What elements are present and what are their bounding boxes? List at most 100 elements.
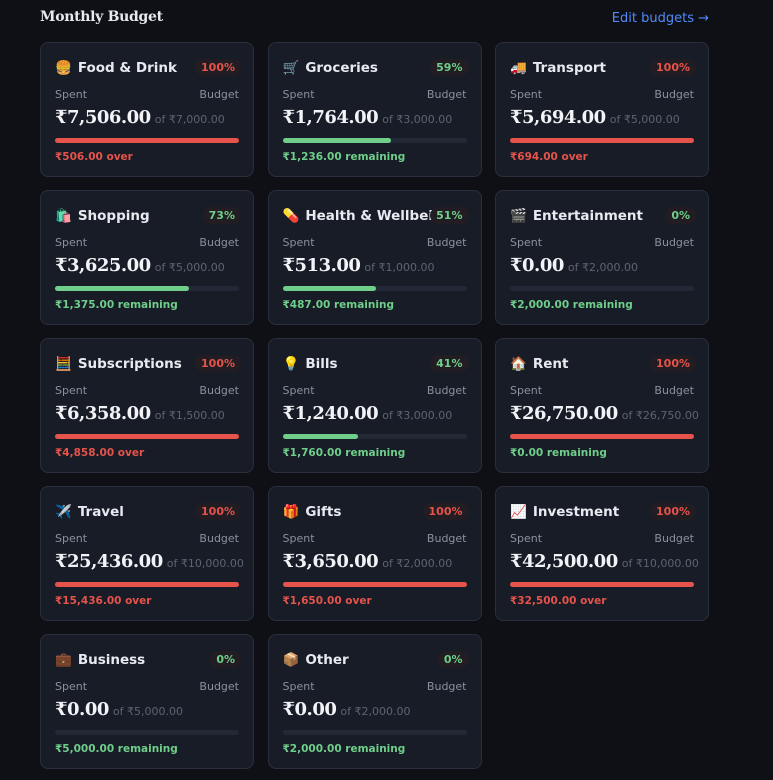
category-name: 🎁 Gifts <box>283 504 342 520</box>
category-icon: 📈 <box>510 504 527 520</box>
category-name: 🍔 Food & Drink <box>55 60 177 76</box>
budget-card[interactable]: 📦 Other 0% Spent Budget ₹0.00 of ₹2,000.00 ₹2,0… <box>267 634 482 769</box>
budget-card[interactable]: 💡 Bills 41% Spent Budget ₹1,240.00 of ₹3,000.0… <box>267 338 482 473</box>
budget-label: Budget <box>426 384 467 397</box>
budget-amount: of ₹3,000.00 <box>382 113 453 126</box>
progress-fill <box>510 138 694 143</box>
budget-label: Budget <box>199 236 239 249</box>
budget-label: Budget <box>426 236 467 249</box>
category-label: Bills <box>305 356 338 372</box>
budget-amount: of ₹5,000.00 <box>154 261 225 274</box>
budget-card[interactable]: 🎬 Entertainment 0% Spent Budget ₹0.00 of ₹2,00… <box>495 190 709 325</box>
spent-amount: ₹3,625.00 <box>55 255 151 276</box>
budget-label: Budget <box>654 88 694 101</box>
spent-amount: ₹42,500.00 <box>510 551 618 572</box>
status-text: ₹2,000.00 remaining <box>510 299 633 311</box>
budget-card[interactable]: 🚚 Transport 100% Spent Budget ₹5,694.00 of ₹5,… <box>495 42 709 177</box>
status-text: ₹2,000.00 remaining <box>282 743 406 755</box>
percent-badge: 51% <box>430 207 469 224</box>
progress-track <box>55 434 239 439</box>
spent-label: Spent <box>55 680 88 693</box>
category-icon: 🍔 <box>55 60 72 76</box>
budget-label: Budget <box>199 532 239 545</box>
budget-amount: of ₹1,000.00 <box>364 261 435 274</box>
budget-amount: of ₹26,750.00 <box>621 409 699 422</box>
budget-card[interactable]: 💊 Health & Wellbeing 51% Spent Budget ₹513.00… <box>267 190 482 325</box>
budget-card[interactable]: 🍔 Food & Drink 100% Spent Budget ₹7,506.00 of … <box>40 42 254 177</box>
category-icon: 💼 <box>55 652 72 668</box>
category-name: 🧮 Subscriptions <box>55 356 182 372</box>
category-label: Investment <box>532 504 620 520</box>
budget-card[interactable]: 📈 Investment 100% Spent Budget ₹42,500.00 of ₹… <box>495 486 709 621</box>
category-label: Business <box>77 652 146 668</box>
budget-card[interactable]: 🛍️ Shopping 73% Spent Budget ₹3,625.00 of ₹5,0… <box>40 190 254 325</box>
progress-track <box>510 582 694 587</box>
percent-badge: 0% <box>210 651 241 668</box>
progress-fill <box>55 434 239 439</box>
progress-track <box>55 582 239 587</box>
progress-track <box>282 730 467 735</box>
category-label: Food & Drink <box>77 60 177 76</box>
budget-amount: of ₹2,000.00 <box>567 261 638 274</box>
percent-badge: 59% <box>430 59 469 76</box>
category-name: 💡 Bills <box>283 356 338 372</box>
budget-card[interactable]: 💼 Business 0% Spent Budget ₹0.00 of ₹5,000.00 ₹… <box>40 634 254 769</box>
budget-card[interactable]: 🧮 Subscriptions 100% Spent Budget ₹6,358.00 of… <box>40 338 254 473</box>
amount: ₹26,750.00 of ₹26,750.00 <box>510 403 699 424</box>
status-text: ₹5,000.00 remaining <box>55 743 178 755</box>
spent-label: Spent <box>55 88 88 101</box>
progress-track <box>282 434 467 439</box>
progress-fill <box>55 138 239 143</box>
spent-label: Spent <box>55 384 88 397</box>
budget-card[interactable]: 🏠 Rent 100% Spent Budget ₹26,750.00 of ₹26,750… <box>495 338 709 473</box>
progress-track <box>55 286 239 291</box>
spent-label: Spent <box>282 88 315 101</box>
amount: ₹3,625.00 of ₹5,000.00 <box>55 255 225 276</box>
category-icon: 🎁 <box>282 504 300 520</box>
category-label: Other <box>305 652 349 668</box>
spent-label: Spent <box>282 532 315 545</box>
amount: ₹0.00 of ₹2,000.00 <box>283 699 411 720</box>
edit-budgets-link[interactable]: Edit budgets → <box>611 11 709 26</box>
progress-fill <box>282 434 358 439</box>
page-title: Monthly Budget <box>40 9 163 25</box>
budget-card[interactable]: 🎁 Gifts 100% Spent Budget ₹3,650.00 of ₹2,000.… <box>267 486 482 621</box>
progress-track <box>510 434 694 439</box>
category-icon: 💊 <box>282 208 300 224</box>
category-name: 💼 Business <box>55 652 145 668</box>
category-name: 🏠 Rent <box>510 356 568 372</box>
category-name: ✈️ Travel <box>55 504 124 520</box>
category-name: 🛍️ Shopping <box>55 208 150 224</box>
budget-label: Budget <box>654 532 694 545</box>
percent-badge: 41% <box>430 355 469 372</box>
budget-amount: of ₹3,000.00 <box>382 409 453 422</box>
category-label: Travel <box>77 504 124 520</box>
category-icon: 🛒 <box>282 60 300 76</box>
percent-badge: 100% <box>422 503 469 520</box>
progress-fill <box>510 582 694 587</box>
category-name: 💊 Health & Wellbeing <box>283 208 453 224</box>
status-text: ₹32,500.00 over <box>510 595 607 607</box>
spent-label: Spent <box>510 88 543 101</box>
amount: ₹1,764.00 of ₹3,000.00 <box>283 107 453 128</box>
status-text: ₹0.00 remaining <box>510 447 607 459</box>
spent-label: Spent <box>55 236 88 249</box>
percent-badge: 100% <box>650 503 696 520</box>
percent-badge: 100% <box>650 355 696 372</box>
budget-label: Budget <box>199 680 239 693</box>
percent-badge: 73% <box>202 207 241 224</box>
spent-label: Spent <box>510 236 543 249</box>
budget-label: Budget <box>426 532 467 545</box>
spent-amount: ₹26,750.00 <box>510 403 618 424</box>
spent-amount: ₹1,764.00 <box>282 107 379 128</box>
category-icon: 💡 <box>282 356 300 372</box>
category-label: Rent <box>532 356 569 372</box>
category-icon: 🧮 <box>55 356 72 372</box>
budget-card[interactable]: ✈️ Travel 100% Spent Budget ₹25,436.00 of ₹10,… <box>40 486 254 621</box>
progress-track <box>510 286 694 291</box>
progress-track <box>55 730 239 735</box>
progress-track <box>510 138 694 143</box>
spent-label: Spent <box>282 680 315 693</box>
budget-card[interactable]: 🛒 Groceries 59% Spent Budget ₹1,764.00 of ₹3,0… <box>267 42 482 177</box>
